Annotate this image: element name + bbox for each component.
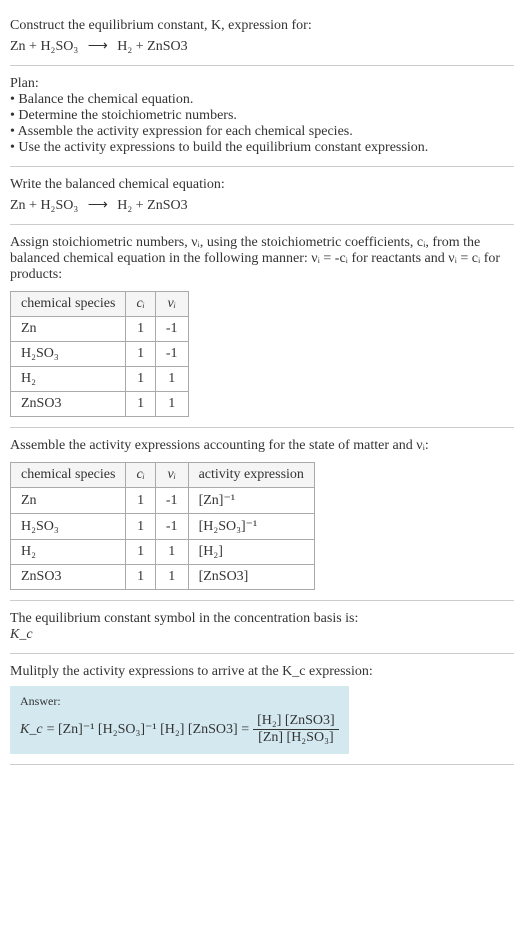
plan-item: • Use the activity expressions to build … <box>10 140 514 156</box>
col-header: νᵢ <box>155 292 188 317</box>
frac-numerator: [H₂] [ZnSO3] <box>253 713 339 730</box>
symbol-desc: The equilibrium constant symbol in the c… <box>10 611 514 627</box>
plan-item: • Assemble the activity expression for e… <box>10 124 514 140</box>
expr-left: = [Zn]⁻¹ [H₂SO₃]⁻¹ [H₂] [ZnSO3] = <box>47 721 250 738</box>
cell: 1 <box>155 392 188 417</box>
eq-rhs: H₂ + ZnSO3 <box>117 39 187 54</box>
cell: -1 <box>155 342 188 367</box>
cell: 1 <box>155 565 188 590</box>
plan-title: Plan: <box>10 76 514 92</box>
cell: 1 <box>126 367 155 392</box>
table-header-row: chemical species cᵢ νᵢ activity expressi… <box>11 463 315 488</box>
cell: Zn <box>11 317 126 342</box>
balanced-section: Write the balanced chemical equation: Zn… <box>10 167 514 225</box>
col-header: chemical species <box>11 463 126 488</box>
table-row: H₂ 1 1 [H₂] <box>11 540 315 565</box>
table-row: H₂ 1 1 <box>11 367 189 392</box>
cell: 1 <box>126 392 155 417</box>
cell: 1 <box>126 488 155 514</box>
cell: H₂ <box>11 367 126 392</box>
answer-label: Answer: <box>20 694 339 709</box>
col-header: chemical species <box>11 292 126 317</box>
arrow-icon: ⟶ <box>88 198 108 213</box>
cell: Zn <box>11 488 126 514</box>
cell: 1 <box>155 367 188 392</box>
symbol-value: K_c <box>10 627 514 643</box>
table-row: ZnSO3 1 1 [ZnSO3] <box>11 565 315 590</box>
cell: [Zn]⁻¹ <box>188 488 314 514</box>
col-header: cᵢ <box>126 292 155 317</box>
stoich-desc: Assign stoichiometric numbers, νᵢ, using… <box>10 235 514 283</box>
cell: H₂SO₃ <box>11 342 126 367</box>
frac-denominator: [Zn] [H₂SO₃] <box>253 730 339 746</box>
plan-item: • Balance the chemical equation. <box>10 92 514 108</box>
header-section: Construct the equilibrium constant, K, e… <box>10 8 514 66</box>
multiply-desc: Mulitply the activity expressions to arr… <box>10 664 514 680</box>
cell: ZnSO3 <box>11 565 126 590</box>
activity-table: chemical species cᵢ νᵢ activity expressi… <box>10 462 315 590</box>
cell: 1 <box>126 540 155 565</box>
cell: [H₂] <box>188 540 314 565</box>
eq-lhs: Zn + H₂SO₃ <box>10 39 78 54</box>
header-equation: Zn + H₂SO₃ ⟶ H₂ + ZnSO3 <box>10 38 514 55</box>
table-row: Zn 1 -1 <box>11 317 189 342</box>
fraction: [H₂] [ZnSO3] [Zn] [H₂SO₃] <box>253 713 339 746</box>
arrow-icon: ⟶ <box>88 39 108 54</box>
table-row: H₂SO₃ 1 -1 [H₂SO₃]⁻¹ <box>11 514 315 540</box>
eq-rhs: H₂ + ZnSO3 <box>117 198 187 213</box>
cell: [ZnSO3] <box>188 565 314 590</box>
cell: 1 <box>126 514 155 540</box>
plan-item: • Determine the stoichiometric numbers. <box>10 108 514 124</box>
stoich-table: chemical species cᵢ νᵢ Zn 1 -1 H₂SO₃ 1 -… <box>10 291 189 417</box>
cell: [H₂SO₃]⁻¹ <box>188 514 314 540</box>
cell: -1 <box>155 514 188 540</box>
cell: H₂ <box>11 540 126 565</box>
table-header-row: chemical species cᵢ νᵢ <box>11 292 189 317</box>
table-row: H₂SO₃ 1 -1 <box>11 342 189 367</box>
table-row: Zn 1 -1 [Zn]⁻¹ <box>11 488 315 514</box>
col-header: νᵢ <box>155 463 188 488</box>
kc-symbol: K_c <box>20 722 43 738</box>
cell: -1 <box>155 488 188 514</box>
answer-box: Answer: K_c = [Zn]⁻¹ [H₂SO₃]⁻¹ [H₂] [ZnS… <box>10 686 349 754</box>
prompt-text: Construct the equilibrium constant, K, e… <box>10 18 514 34</box>
cell: 1 <box>126 317 155 342</box>
answer-expression: K_c = [Zn]⁻¹ [H₂SO₃]⁻¹ [H₂] [ZnSO3] = [H… <box>20 713 339 746</box>
cell: ZnSO3 <box>11 392 126 417</box>
cell: 1 <box>126 565 155 590</box>
cell: 1 <box>155 540 188 565</box>
cell: -1 <box>155 317 188 342</box>
eq-lhs: Zn + H₂SO₃ <box>10 198 78 213</box>
stoich-section: Assign stoichiometric numbers, νᵢ, using… <box>10 225 514 428</box>
activity-desc: Assemble the activity expressions accoun… <box>10 438 514 454</box>
activity-section: Assemble the activity expressions accoun… <box>10 428 514 601</box>
col-header: cᵢ <box>126 463 155 488</box>
multiply-section: Mulitply the activity expressions to arr… <box>10 654 514 765</box>
balanced-title: Write the balanced chemical equation: <box>10 177 514 193</box>
cell: 1 <box>126 342 155 367</box>
table-row: ZnSO3 1 1 <box>11 392 189 417</box>
cell: H₂SO₃ <box>11 514 126 540</box>
symbol-section: The equilibrium constant symbol in the c… <box>10 601 514 654</box>
plan-section: Plan: • Balance the chemical equation. •… <box>10 66 514 167</box>
col-header: activity expression <box>188 463 314 488</box>
balanced-equation: Zn + H₂SO₃ ⟶ H₂ + ZnSO3 <box>10 197 514 214</box>
